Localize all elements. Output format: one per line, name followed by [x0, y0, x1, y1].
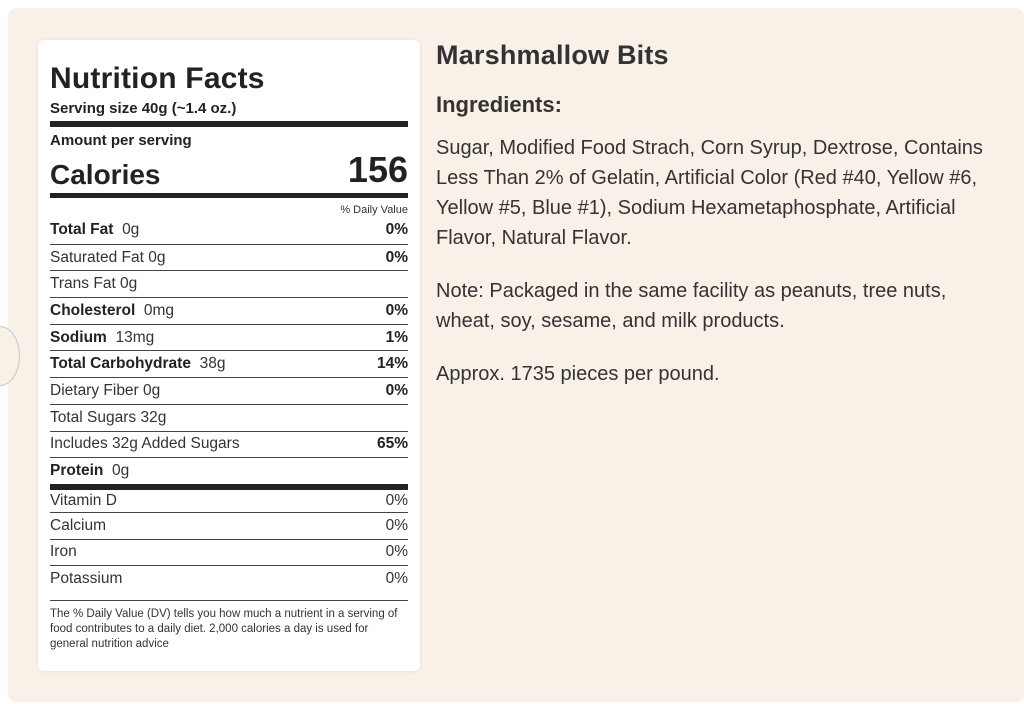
nutrient-name: Cholesterol 0mg: [50, 302, 174, 320]
nutrient-row: Trans Fat 0g: [50, 270, 408, 297]
vitamin-name: Iron: [50, 543, 77, 561]
nutrient-row: Total Carbohydrate 38g 14%: [50, 350, 408, 377]
nutrient-label: Total Sugars 32g: [50, 408, 167, 426]
vitamin-row: Iron 0%: [50, 538, 408, 566]
nutrient-daily-value: 0%: [385, 301, 408, 319]
nutrient-name: Sodium 13mg: [50, 329, 154, 347]
nutrient-label: Sodium: [50, 328, 107, 346]
product-info: Marshmallow Bits Ingredients: Sugar, Mod…: [436, 40, 996, 389]
nutrient-label: Total Fat: [50, 221, 114, 239]
nutrient-daily-value: 14%: [376, 355, 408, 373]
nutrient-amount: 38g: [199, 355, 226, 373]
nutrient-amount: 0g: [122, 221, 140, 239]
vitamin-row: Calcium 0%: [50, 511, 408, 539]
vitamin-daily-value: 0%: [385, 543, 408, 561]
nutrient-name: Includes 32g Added Sugars: [50, 435, 240, 453]
ingredients-text: Sugar, Modified Food Strach, Corn Syrup,…: [436, 137, 983, 249]
nutrient-label: Includes 32g Added Sugars: [50, 435, 240, 453]
amount-per-serving: Amount per serving: [50, 132, 192, 149]
calories-value: 156: [347, 149, 408, 190]
vitamin-row: Vitamin D 0%: [50, 483, 408, 512]
vitamin-name: Vitamin D: [50, 491, 117, 509]
vitamin-daily-value: 0%: [385, 516, 408, 534]
vitamin-daily-value: 0%: [385, 570, 408, 588]
nutrient-daily-value: 0%: [385, 221, 408, 239]
nutrient-row: Total Fat 0g 0%: [50, 217, 408, 244]
nutrient-row: Total Sugars 32g: [50, 403, 408, 431]
nutrient-row: Cholesterol 0mg 0%: [50, 297, 408, 324]
nutrient-row: Dietary Fiber 0g 0%: [50, 377, 408, 404]
nutrient-row: Includes 32g Added Sugars 65%: [50, 430, 408, 458]
carousel-prev-button[interactable]: [0, 326, 20, 386]
vitamin-name: Potassium: [50, 570, 123, 588]
vitamin-list: Vitamin D 0% Calcium 0% Iron 0% Potassium 0%: [50, 483, 408, 592]
nutrient-row: Protein 0g: [50, 457, 408, 484]
calories-label: Calories: [50, 159, 161, 190]
vitamin-daily-value: 0%: [385, 491, 408, 509]
nutrient-label: Saturated Fat 0g: [50, 248, 166, 266]
nutrient-name: Total Sugars 32g: [50, 409, 166, 427]
calories-row: Calories 156: [50, 149, 408, 198]
nutrient-label: Protein: [50, 462, 104, 480]
nutrient-name: Protein 0g: [50, 462, 129, 480]
nutrient-daily-value: 1%: [385, 328, 408, 346]
nutrient-list: Total Fat 0g 0% Saturated Fat 0g 0% Trans Fa…: [50, 217, 408, 484]
vitamin-row: Potassium 0%: [50, 565, 408, 592]
nutrient-label: Cholesterol: [50, 301, 136, 319]
nutrient-name: Total Fat 0g: [50, 221, 139, 239]
nutrient-row: Saturated Fat 0g 0%: [50, 243, 408, 271]
nutrient-amount: 0g: [112, 462, 130, 480]
product-title: Marshmallow Bits: [436, 40, 669, 70]
daily-value-footnote: The % Daily Value (DV) tells you how muc…: [50, 599, 408, 652]
ingredients-heading: Ingredients:: [436, 92, 562, 117]
daily-value-header: % Daily Value: [340, 204, 408, 216]
nutrient-name: Saturated Fat 0g: [50, 249, 165, 267]
nutrient-row: Sodium 13mg 1%: [50, 323, 408, 351]
nutrient-amount: 13mg: [115, 328, 155, 346]
nutrient-label: Total Carbohydrate: [50, 355, 191, 373]
nutrient-name: Trans Fat 0g: [50, 275, 137, 293]
allergen-note: Note: Packaged in the same facility as p…: [436, 280, 947, 332]
vitamin-name: Calcium: [50, 516, 106, 534]
nutrition-facts-title: Nutrition Facts: [50, 62, 265, 95]
nutrient-label: Trans Fat 0g: [50, 275, 138, 293]
serving-size: Serving size 40g (~1.4 oz.): [50, 100, 408, 127]
nutrition-facts-label: Nutrition Facts Serving size 40g (~1.4 o…: [38, 40, 420, 671]
nutrient-name: Total Carbohydrate 38g: [50, 355, 225, 373]
nutrient-amount: 0mg: [143, 301, 175, 319]
pieces-per-pound: Approx. 1735 pieces per pound.: [436, 363, 720, 385]
nutrient-daily-value: 0%: [385, 248, 408, 266]
nutrient-name: Dietary Fiber 0g: [50, 382, 160, 400]
nutrient-daily-value: 0%: [385, 381, 408, 399]
nutrient-daily-value: 65%: [376, 435, 408, 453]
nutrient-label: Dietary Fiber 0g: [50, 381, 161, 399]
